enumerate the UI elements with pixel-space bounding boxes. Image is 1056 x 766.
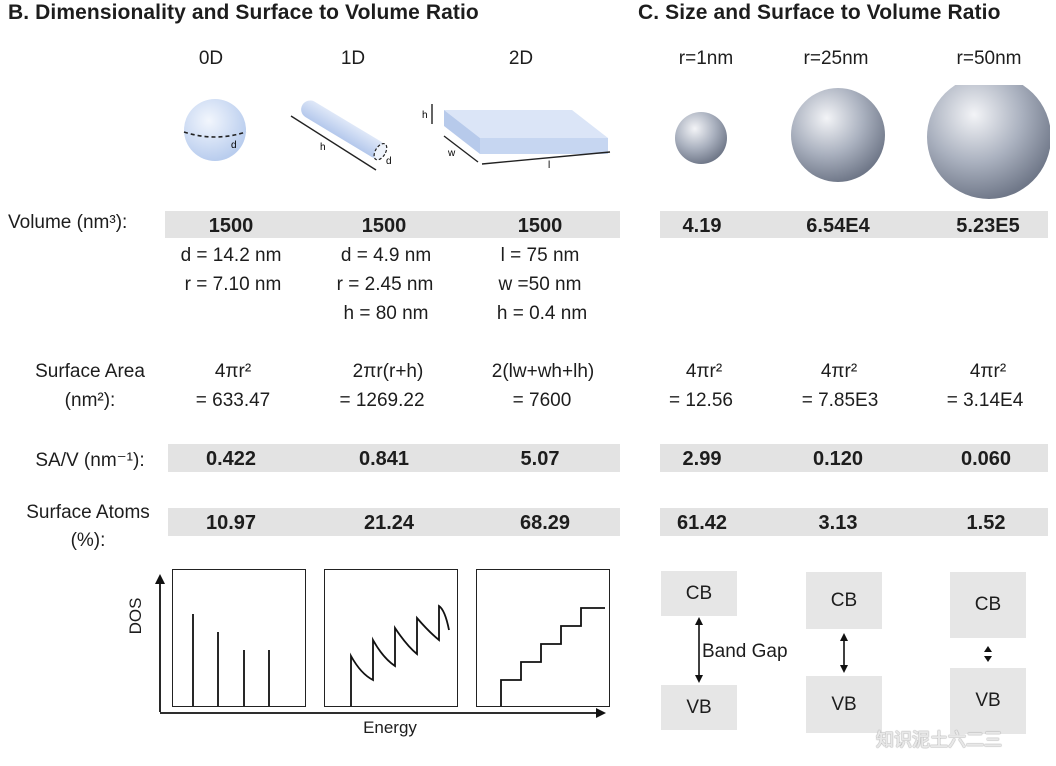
sav-r25: 0.120 xyxy=(812,448,864,470)
col-label-r50: r=50nm xyxy=(956,48,1022,69)
volume-r1: 4.19 xyxy=(682,215,722,237)
volume-r50: 5.23E5 xyxy=(956,215,1020,237)
row-label-sa-1: Surface Area xyxy=(35,361,145,382)
rod-1d xyxy=(301,100,386,159)
row-label-volume: Volume (nm³): xyxy=(8,212,128,233)
dim-2d-w: w =50 nm xyxy=(498,274,582,295)
cb-box-r50: CB xyxy=(950,572,1026,638)
sa-value-1d: = 1269.22 xyxy=(339,390,425,411)
dos-box-1d xyxy=(324,569,458,707)
slab-2d-illustration: h w l xyxy=(422,104,611,171)
sphere-0d-illustration: d xyxy=(183,99,247,161)
volume-2d: 1500 xyxy=(517,215,563,237)
sav-r1: 2.99 xyxy=(682,448,722,470)
sa-value-2d: = 7600 xyxy=(512,390,572,411)
volume-bar-c xyxy=(660,211,1048,238)
dim-1d-r: r = 2.45 nm xyxy=(336,274,434,295)
volume-1d: 1500 xyxy=(361,215,407,237)
sa-formula-r25: 4πr² xyxy=(820,361,858,382)
sphere-r25 xyxy=(791,88,885,182)
atoms-bar-b xyxy=(168,508,620,536)
dim-2d-h: h = 0.4 nm xyxy=(496,303,588,324)
vb-box-r25: VB xyxy=(806,676,882,733)
slab-top xyxy=(444,110,608,138)
col-label-0d: 0D xyxy=(198,48,224,69)
sav-0d: 0.422 xyxy=(205,448,257,470)
section-c-title: C. Size and Surface to Volume Ratio xyxy=(638,1,1001,24)
volume-0d: 1500 xyxy=(208,215,254,237)
col-label-r1: r=1nm xyxy=(678,48,734,69)
dim-2d-l: l = 75 nm xyxy=(500,245,580,266)
volume-bar-b xyxy=(165,211,620,238)
label-h-1d: h xyxy=(320,142,326,153)
dos-2d-steps xyxy=(500,607,605,706)
sphere-r1 xyxy=(675,112,727,164)
label-w-2d: w xyxy=(447,148,456,159)
size-spheres-illustration xyxy=(675,85,1050,199)
atoms-2d: 68.29 xyxy=(519,512,571,534)
dim-0d-d: d = 14.2 nm xyxy=(180,245,282,266)
band-gap-arrows xyxy=(695,617,992,683)
row-label-atoms-1: Surface Atoms xyxy=(26,502,150,523)
sa-value-r1: = 12.56 xyxy=(669,390,733,411)
dim-1d-d: d = 4.9 nm xyxy=(340,245,432,266)
atoms-bar-c xyxy=(660,508,1048,536)
sa-formula-0d: 4πr² xyxy=(214,361,252,382)
row-label-sav: SA/V (nm⁻¹): xyxy=(35,450,145,471)
sa-value-r50: = 3.14E4 xyxy=(946,390,1024,411)
sav-bar-c xyxy=(660,444,1048,472)
sphere-r50 xyxy=(927,85,1050,199)
row-label-sa-2: (nm²): xyxy=(64,390,116,411)
vb-box-r1: VB xyxy=(661,685,737,730)
dim-0d-r: r = 7.10 nm xyxy=(184,274,282,295)
sa-formula-r1: 4πr² xyxy=(685,361,723,382)
sav-1d: 0.841 xyxy=(358,448,410,470)
section-b-title: B. Dimensionality and Surface to Volume … xyxy=(8,1,479,24)
sav-2d: 5.07 xyxy=(520,448,560,470)
atoms-r1: 61.42 xyxy=(676,512,728,534)
dos-1d-curve xyxy=(350,604,450,706)
sav-bar-b xyxy=(168,444,620,472)
dim-1d-h: h = 80 nm xyxy=(343,303,429,324)
cb-box-r25: CB xyxy=(806,572,882,629)
atoms-1d: 21.24 xyxy=(363,512,415,534)
band-gap-label: Band Gap xyxy=(702,641,788,662)
atoms-r50: 1.52 xyxy=(966,512,1006,534)
sa-value-r25: = 7.85E3 xyxy=(801,390,879,411)
label-d-1d: d xyxy=(386,156,392,167)
sa-formula-r50: 4πr² xyxy=(969,361,1007,382)
row-label-atoms-2: (%): xyxy=(70,530,106,551)
label-l-2d: l xyxy=(548,160,550,171)
atoms-0d: 10.97 xyxy=(205,512,257,534)
col-label-1d: 1D xyxy=(340,48,366,69)
vb-box-r50: VB xyxy=(950,668,1026,734)
dos-ylabel: DOS xyxy=(126,597,145,635)
dos-xlabel: Energy xyxy=(363,718,417,737)
volume-r25: 6.54E4 xyxy=(806,215,870,237)
sa-formula-2d: 2(lw+wh+lh) xyxy=(491,361,595,382)
sphere-0d xyxy=(184,99,246,161)
atoms-r25: 3.13 xyxy=(818,512,858,534)
sa-formula-1d: 2πr(r+h) xyxy=(352,361,424,382)
dos-axes xyxy=(155,574,606,718)
label-d-0d: d xyxy=(231,140,237,151)
sav-r50: 0.060 xyxy=(960,448,1012,470)
watermark-text: 知识泥土六二三 xyxy=(876,730,1002,750)
col-label-r25: r=25nm xyxy=(803,48,869,69)
dos-box-2d xyxy=(476,569,610,707)
dos-box-0d xyxy=(172,569,306,707)
rod-1d-illustration: h d xyxy=(290,100,392,171)
col-label-2d: 2D xyxy=(508,48,534,69)
sa-value-0d: = 633.47 xyxy=(195,390,271,411)
label-h-2d: h xyxy=(422,110,428,121)
cb-box-r1: CB xyxy=(661,571,737,616)
dos-0d-spikes xyxy=(192,614,270,706)
